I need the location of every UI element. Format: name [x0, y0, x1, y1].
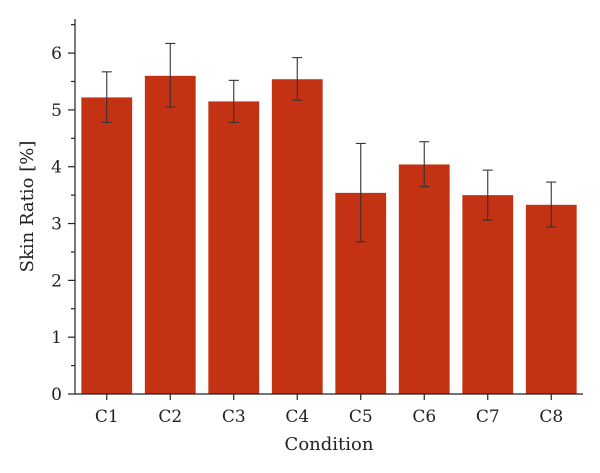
- bar-c2: [144, 75, 196, 394]
- x-tick-label-c4: C4: [285, 407, 309, 427]
- error-bars-group: [101, 42, 557, 243]
- y-tick-label-6: 6: [51, 44, 62, 64]
- x-tick-label-c2: C2: [158, 407, 182, 427]
- y-axis-label: Skin Ratio [%]: [17, 141, 38, 273]
- x-tick-label-c8: C8: [539, 407, 563, 427]
- axes-group: [68, 19, 583, 400]
- y-tick-label-3: 3: [51, 215, 62, 235]
- bar-c7: [462, 195, 514, 394]
- y-tick-label-4: 4: [51, 158, 62, 178]
- y-tick-label-2: 2: [51, 271, 62, 291]
- x-tick-label-c5: C5: [349, 407, 373, 427]
- x-tick-label-c3: C3: [222, 407, 246, 427]
- bar-c4: [271, 79, 323, 394]
- bar-c3: [208, 101, 260, 394]
- x-axis-label: Condition: [285, 434, 374, 455]
- bar-c1: [81, 97, 133, 394]
- tick-labels-group: C1 C2 C3 C4 C5 C6 C7 C8 0 1 2 3 4 5 6: [51, 44, 563, 427]
- bars-group: [81, 75, 577, 394]
- y-tick-label-5: 5: [51, 101, 62, 121]
- x-tick-label-c1: C1: [95, 407, 119, 427]
- bar-c8: [525, 204, 577, 394]
- y-tick-label-0: 0: [51, 385, 62, 405]
- x-tick-label-c7: C7: [476, 407, 500, 427]
- x-tick-label-c6: C6: [412, 407, 436, 427]
- y-tick-label-1: 1: [51, 328, 62, 348]
- bar-c6: [398, 164, 450, 394]
